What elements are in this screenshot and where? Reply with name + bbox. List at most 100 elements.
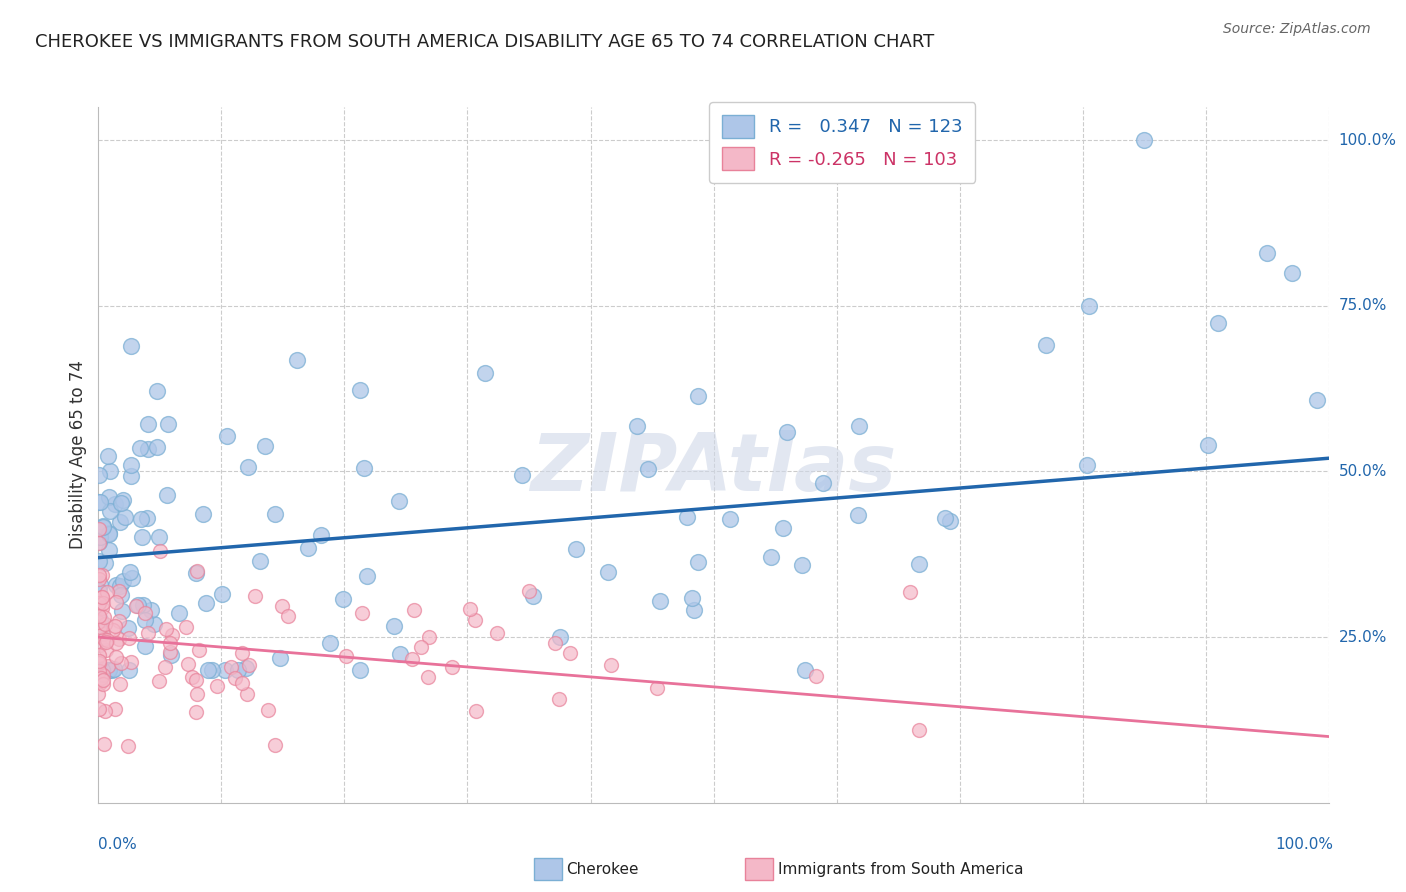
- Point: [129, 512, 152, 526]
- Point: [1281, 266, 1303, 280]
- Point: [387, 493, 409, 508]
- Point: [111, 574, 134, 589]
- Point: [187, 643, 209, 657]
- Point: [908, 723, 931, 737]
- Point: [264, 739, 287, 753]
- Point: [759, 550, 782, 565]
- Point: [804, 669, 827, 683]
- Point: [349, 663, 371, 677]
- Point: [848, 419, 870, 434]
- Point: [120, 468, 142, 483]
- Point: [155, 659, 177, 673]
- Text: CHEROKEE VS IMMIGRANTS FROM SOUTH AMERICA DISABILITY AGE 65 TO 74 CORRELATION CH: CHEROKEE VS IMMIGRANTS FROM SOUTH AMERIC…: [35, 33, 935, 51]
- Point: [458, 602, 481, 616]
- Point: [87, 535, 110, 549]
- Point: [157, 417, 180, 431]
- Point: [402, 602, 425, 616]
- Point: [117, 631, 139, 645]
- Point: [1206, 316, 1229, 330]
- Point: [128, 442, 150, 456]
- Point: [908, 557, 931, 571]
- Point: [87, 654, 110, 668]
- Point: [235, 687, 257, 701]
- Point: [132, 599, 155, 613]
- Point: [93, 556, 115, 570]
- Point: [91, 596, 114, 610]
- Point: [465, 704, 488, 718]
- Point: [90, 671, 112, 685]
- Point: [356, 569, 378, 583]
- Point: [89, 613, 111, 627]
- Point: [101, 623, 124, 637]
- Point: [350, 606, 373, 620]
- Point: [264, 507, 287, 521]
- Point: [388, 647, 411, 661]
- Point: [686, 555, 709, 569]
- Point: [544, 636, 567, 650]
- Point: [87, 596, 110, 610]
- Point: [89, 609, 111, 624]
- Point: [409, 640, 432, 654]
- Point: [440, 660, 463, 674]
- Text: 0.0%: 0.0%: [98, 838, 138, 852]
- Point: [98, 504, 121, 518]
- Point: [195, 595, 218, 609]
- Point: [107, 632, 129, 647]
- Point: [111, 604, 134, 618]
- Point: [90, 625, 112, 640]
- Point: [87, 656, 110, 670]
- Point: [89, 573, 111, 587]
- Point: [174, 620, 197, 634]
- Point: [939, 514, 962, 528]
- Point: [309, 528, 332, 542]
- Point: [186, 706, 208, 720]
- Point: [87, 687, 110, 701]
- Point: [104, 498, 127, 512]
- Text: Cherokee: Cherokee: [567, 863, 640, 877]
- Point: [1078, 299, 1101, 313]
- Point: [231, 647, 253, 661]
- Text: 100.0%: 100.0%: [1275, 838, 1333, 852]
- Point: [97, 449, 120, 463]
- Point: [184, 673, 207, 688]
- Point: [91, 520, 114, 534]
- Point: [214, 663, 236, 677]
- Point: [148, 673, 170, 688]
- Point: [146, 440, 169, 454]
- Point: [550, 630, 572, 644]
- Point: [811, 475, 834, 490]
- Point: [100, 464, 122, 478]
- Y-axis label: Disability Age 65 to 74: Disability Age 65 to 74: [69, 360, 87, 549]
- Point: [335, 649, 357, 664]
- Point: [134, 640, 156, 654]
- Point: [1133, 133, 1156, 147]
- Point: [683, 602, 706, 616]
- Point: [108, 614, 131, 628]
- Point: [792, 558, 814, 572]
- Point: [87, 648, 110, 662]
- Point: [522, 589, 544, 603]
- Point: [93, 738, 115, 752]
- Point: [136, 442, 159, 456]
- Point: [645, 681, 668, 696]
- Point: [271, 599, 294, 613]
- Point: [107, 584, 129, 599]
- Point: [565, 542, 588, 557]
- Point: [1035, 338, 1057, 352]
- Point: [898, 585, 921, 599]
- Point: [228, 663, 250, 677]
- Point: [253, 439, 276, 453]
- Point: [89, 522, 111, 536]
- Point: [89, 620, 111, 634]
- Point: [91, 667, 114, 681]
- Point: [90, 590, 112, 604]
- Point: [89, 638, 111, 652]
- Point: [89, 535, 111, 549]
- Point: [97, 659, 120, 673]
- Point: [186, 687, 208, 701]
- Legend: R =   0.347   N = 123, R = -0.265   N = 103: R = 0.347 N = 123, R = -0.265 N = 103: [709, 103, 976, 183]
- Point: [626, 418, 648, 433]
- Point: [105, 650, 128, 665]
- Point: [319, 636, 342, 650]
- Point: [156, 488, 179, 502]
